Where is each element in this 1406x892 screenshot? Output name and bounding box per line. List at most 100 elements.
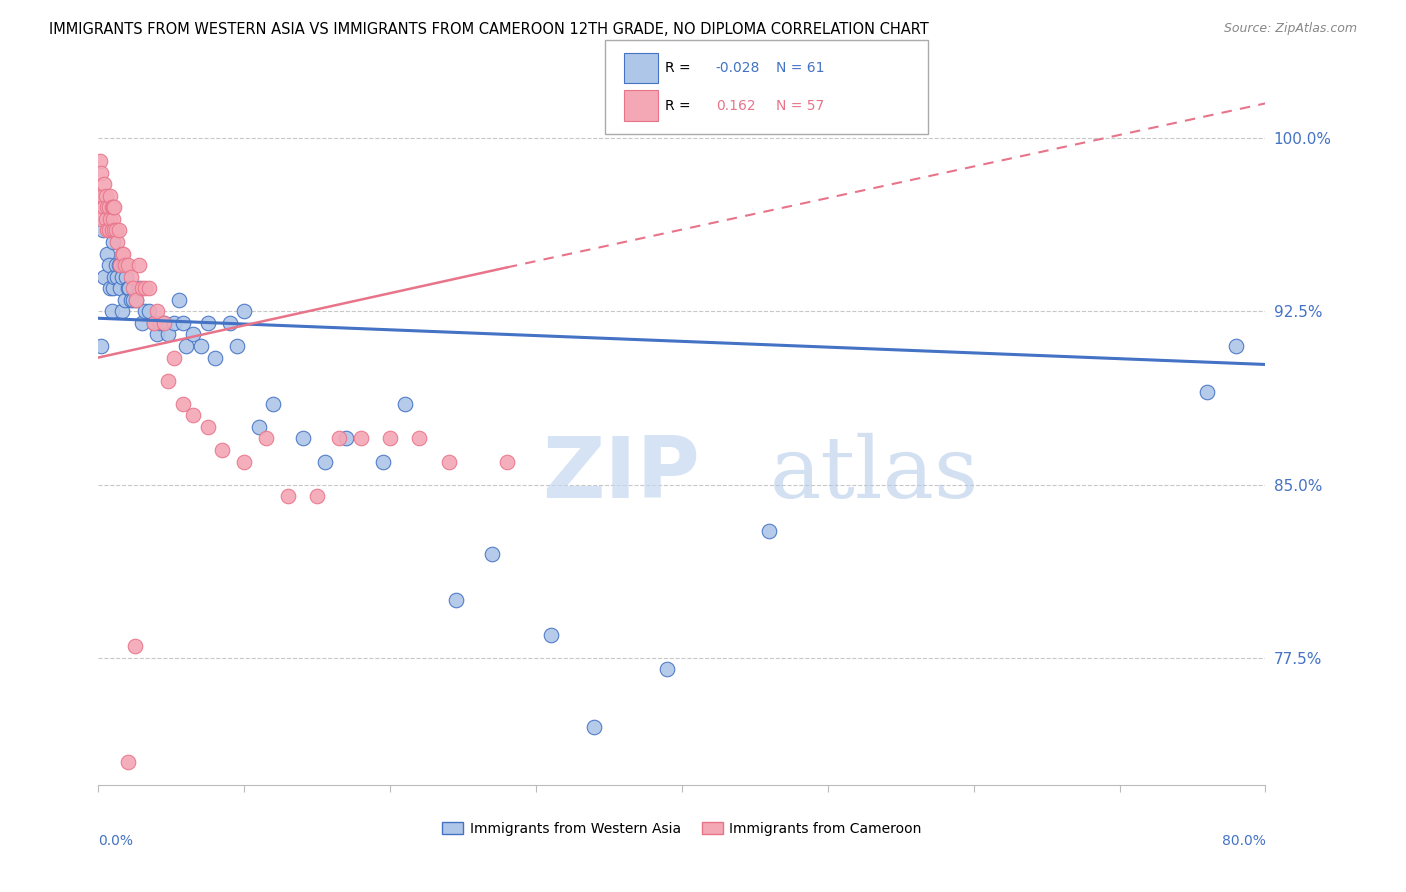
Point [444, 593, 467, 607]
Point [233, 454, 256, 468]
Point [226, 339, 249, 353]
Point [115, 269, 138, 284]
Text: -0.028: -0.028 [716, 62, 761, 75]
Point [120, 269, 142, 284]
Point [93, 178, 115, 192]
Point [108, 223, 131, 237]
Point [190, 339, 212, 353]
Point [114, 258, 136, 272]
Point [131, 281, 153, 295]
Point [138, 304, 160, 318]
Point [101, 281, 124, 295]
Point [138, 281, 160, 295]
Point [157, 374, 180, 388]
Text: R =: R = [665, 62, 695, 75]
Point [142, 316, 165, 330]
Point [218, 316, 240, 330]
Point [101, 211, 124, 226]
Point [142, 316, 165, 330]
Point [110, 281, 132, 295]
Point [101, 200, 124, 214]
Point [163, 351, 186, 365]
Text: ZIP: ZIP [541, 434, 700, 516]
Point [125, 293, 148, 307]
Point [108, 258, 131, 272]
Point [93, 269, 115, 284]
Text: R =: R = [665, 99, 695, 112]
Point [100, 304, 122, 318]
Point [89, 154, 111, 169]
Point [233, 304, 256, 318]
Point [153, 316, 176, 330]
Point [112, 258, 135, 272]
Point [117, 258, 139, 272]
Point [167, 293, 190, 307]
Point [98, 211, 121, 226]
Point [94, 189, 117, 203]
Point [197, 316, 219, 330]
Point [335, 431, 357, 445]
Point [94, 211, 117, 226]
Point [122, 293, 145, 307]
Point [157, 327, 180, 342]
Text: 0.162: 0.162 [716, 99, 755, 112]
Point [408, 431, 430, 445]
Point [149, 316, 172, 330]
Point [540, 628, 562, 642]
Legend: Immigrants from Western Asia, Immigrants from Cameroon: Immigrants from Western Asia, Immigrants… [436, 816, 928, 841]
Point [172, 316, 194, 330]
Point [124, 640, 146, 654]
Text: 80.0%: 80.0% [1222, 834, 1265, 848]
Point [111, 246, 134, 260]
Point [657, 662, 679, 676]
Point [104, 258, 127, 272]
Point [134, 304, 156, 318]
Point [131, 316, 153, 330]
Point [254, 431, 277, 445]
Point [1225, 339, 1247, 353]
Text: N = 57: N = 57 [776, 99, 824, 112]
Point [90, 211, 112, 226]
Point [481, 547, 503, 561]
Point [371, 454, 394, 468]
Point [96, 200, 118, 214]
Point [97, 223, 120, 237]
Point [90, 166, 112, 180]
Point [97, 200, 120, 214]
Text: atlas: atlas [769, 434, 979, 516]
Point [437, 454, 460, 468]
Point [117, 281, 139, 295]
Point [153, 316, 176, 330]
Point [197, 420, 219, 434]
Point [128, 281, 150, 295]
Point [114, 293, 136, 307]
Point [96, 246, 118, 260]
Point [97, 258, 120, 272]
Point [118, 281, 141, 295]
Point [277, 489, 299, 503]
Point [204, 351, 226, 365]
Point [93, 200, 115, 214]
Point [96, 223, 118, 237]
Point [122, 281, 145, 295]
Point [125, 293, 148, 307]
Point [262, 397, 284, 411]
Point [211, 442, 233, 457]
Point [105, 269, 128, 284]
Text: 0.0%: 0.0% [98, 834, 134, 848]
Point [1195, 385, 1218, 400]
Point [394, 397, 416, 411]
Point [146, 327, 169, 342]
Point [172, 397, 194, 411]
Point [98, 281, 121, 295]
Point [120, 293, 142, 307]
Point [181, 327, 204, 342]
Point [98, 189, 121, 203]
Point [314, 454, 336, 468]
Point [91, 223, 114, 237]
Point [380, 431, 402, 445]
Point [307, 489, 329, 503]
Text: N = 61: N = 61 [776, 62, 824, 75]
Point [110, 258, 132, 272]
Point [163, 316, 186, 330]
